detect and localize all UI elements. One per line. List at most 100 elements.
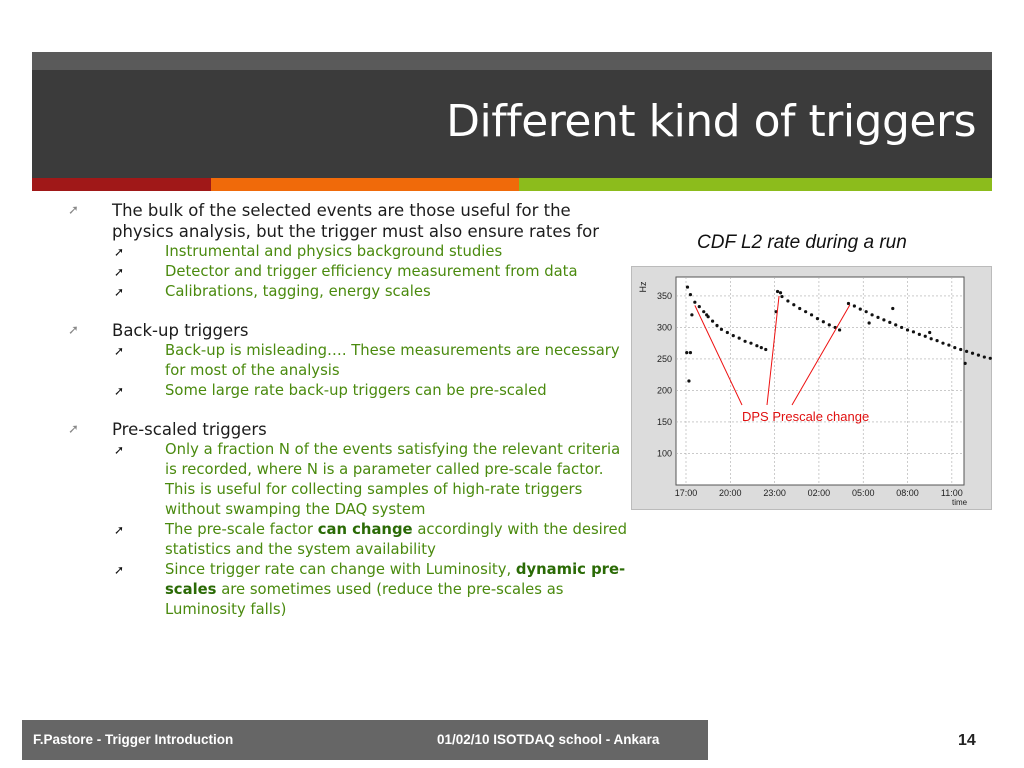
x-tick-label: 23:00 [763,488,786,498]
data-point [911,330,916,334]
annotation-arrow [694,305,743,406]
sub-bullet-text-post: accordingly with the desired statistics … [165,521,628,558]
sub-bullet-text: Back-up is misleading…. These measuremen… [165,342,620,379]
arrow-bullet-icon: ➚ [68,422,79,437]
data-point [690,313,694,317]
chart-caption: CDF L2 rate during a run [697,232,907,253]
data-point [858,307,862,311]
y-tick-label: 350 [657,291,672,301]
footer-author: F.Pastore - Trigger Introduction [33,732,234,747]
data-point [780,294,784,299]
data-point [882,318,886,322]
x-tick-label: 02:00 [808,488,831,498]
data-point [838,328,842,332]
bullet-text: Pre-scaled triggers [112,420,267,439]
data-point [764,347,768,352]
bullet-item: ➚ The bulk of the selected events are th… [62,200,628,242]
data-point [929,337,933,341]
data-point [759,345,763,350]
data-point [798,306,802,311]
data-point [953,345,957,350]
sub-bullet-item: ➚ Only a fraction N of the events satisf… [62,440,628,520]
bullet-item: ➚ Back-up triggers [62,320,628,341]
data-point [900,325,904,330]
data-point [737,336,741,340]
sub-bullet-emphasis: can change [317,521,413,538]
data-point [688,351,693,355]
x-tick-label: 17:00 [675,488,698,498]
data-point [743,339,747,343]
sub-bullet-item: ➚ Detector and trigger efficiency measur… [62,262,628,282]
data-point [965,349,969,353]
sub-bullet-item: ➚ Instrumental and physics background st… [62,242,628,262]
data-point [852,304,856,308]
data-point [815,317,820,321]
arrow-bullet-icon: ➚ [114,285,125,299]
sub-bullet-text: Instrumental and physics background stud… [165,243,503,260]
data-point [725,330,729,335]
data-point [778,291,783,295]
data-point [846,301,851,306]
y-axis-label: Hz [638,281,648,292]
data-point [685,351,689,355]
arrow-bullet-icon: ➚ [114,245,125,259]
sub-bullet-item: ➚ Since trigger rate can change with Lum… [62,560,628,620]
data-point [792,303,796,307]
sub-bullet-text-pre: Since trigger rate can change with Lumin… [165,561,516,578]
arrow-bullet-icon: ➚ [114,523,125,537]
data-point [719,327,724,331]
data-point [697,305,701,309]
arrow-bullet-icon: ➚ [114,344,125,358]
footer-event: 01/02/10 ISOTDAQ school - Ankara [437,732,660,747]
sub-bullet-emphasis: dynamic pre-scales [165,561,626,598]
data-point [685,285,690,289]
x-tick-label: 05:00 [852,488,875,498]
arrow-bullet-icon: ➚ [68,203,79,218]
sub-bullet-text: Some large rate back-up triggers can be … [165,382,547,399]
arrow-bullet-icon: ➚ [114,384,125,398]
plot-area [675,276,965,486]
x-tick-label: 11:00 [941,488,963,498]
data-point [867,321,871,325]
sub-bullet-text: Calibrations, tagging, energy scales [165,283,431,300]
data-point [870,313,874,317]
annotation-arrow [766,295,780,406]
annotation-label: DPS Prescale change [742,409,869,424]
data-point [731,334,735,338]
data-point [786,299,790,303]
data-point [917,332,921,336]
data-point [715,323,719,328]
x-tick-label: 08:00 [896,488,919,498]
y-tick-label: 250 [657,354,672,364]
arrow-bullet-icon: ➚ [114,265,125,279]
data-point [864,310,868,314]
data-point [755,344,759,348]
sub-bullet-text-post: are sometimes used (reduce the pre-scale… [165,581,564,618]
data-point [976,353,981,357]
data-point [749,341,753,345]
data-point [710,319,715,323]
bullet-item: ➚ Pre-scaled triggers [62,419,628,440]
slide-title: Different kind of triggers [446,96,976,147]
data-point [988,356,992,360]
accent-stripe-green [519,178,992,191]
data-point [891,306,895,311]
data-point [928,330,932,335]
accent-stripe-red [32,178,211,191]
y-tick-label: 200 [657,385,672,395]
y-tick-label: 150 [657,417,672,427]
arrow-bullet-icon: ➚ [114,443,125,457]
sub-bullet-item: ➚ Back-up is misleading…. These measurem… [62,341,628,381]
data-point [809,313,814,317]
data-point [894,323,898,327]
bullet-text: The bulk of the selected events are thos… [112,201,600,241]
sub-bullet-item: ➚ The pre-scale factor can change accord… [62,520,628,560]
data-point [963,361,967,365]
footer-bar: F.Pastore - Trigger Introduction 01/02/1… [22,720,708,760]
data-point [821,320,825,324]
bullet-text: Back-up triggers [112,321,249,340]
data-point [702,310,706,314]
arrow-bullet-icon: ➚ [68,323,79,338]
y-tick-label: 300 [657,322,672,332]
data-point [775,289,780,294]
